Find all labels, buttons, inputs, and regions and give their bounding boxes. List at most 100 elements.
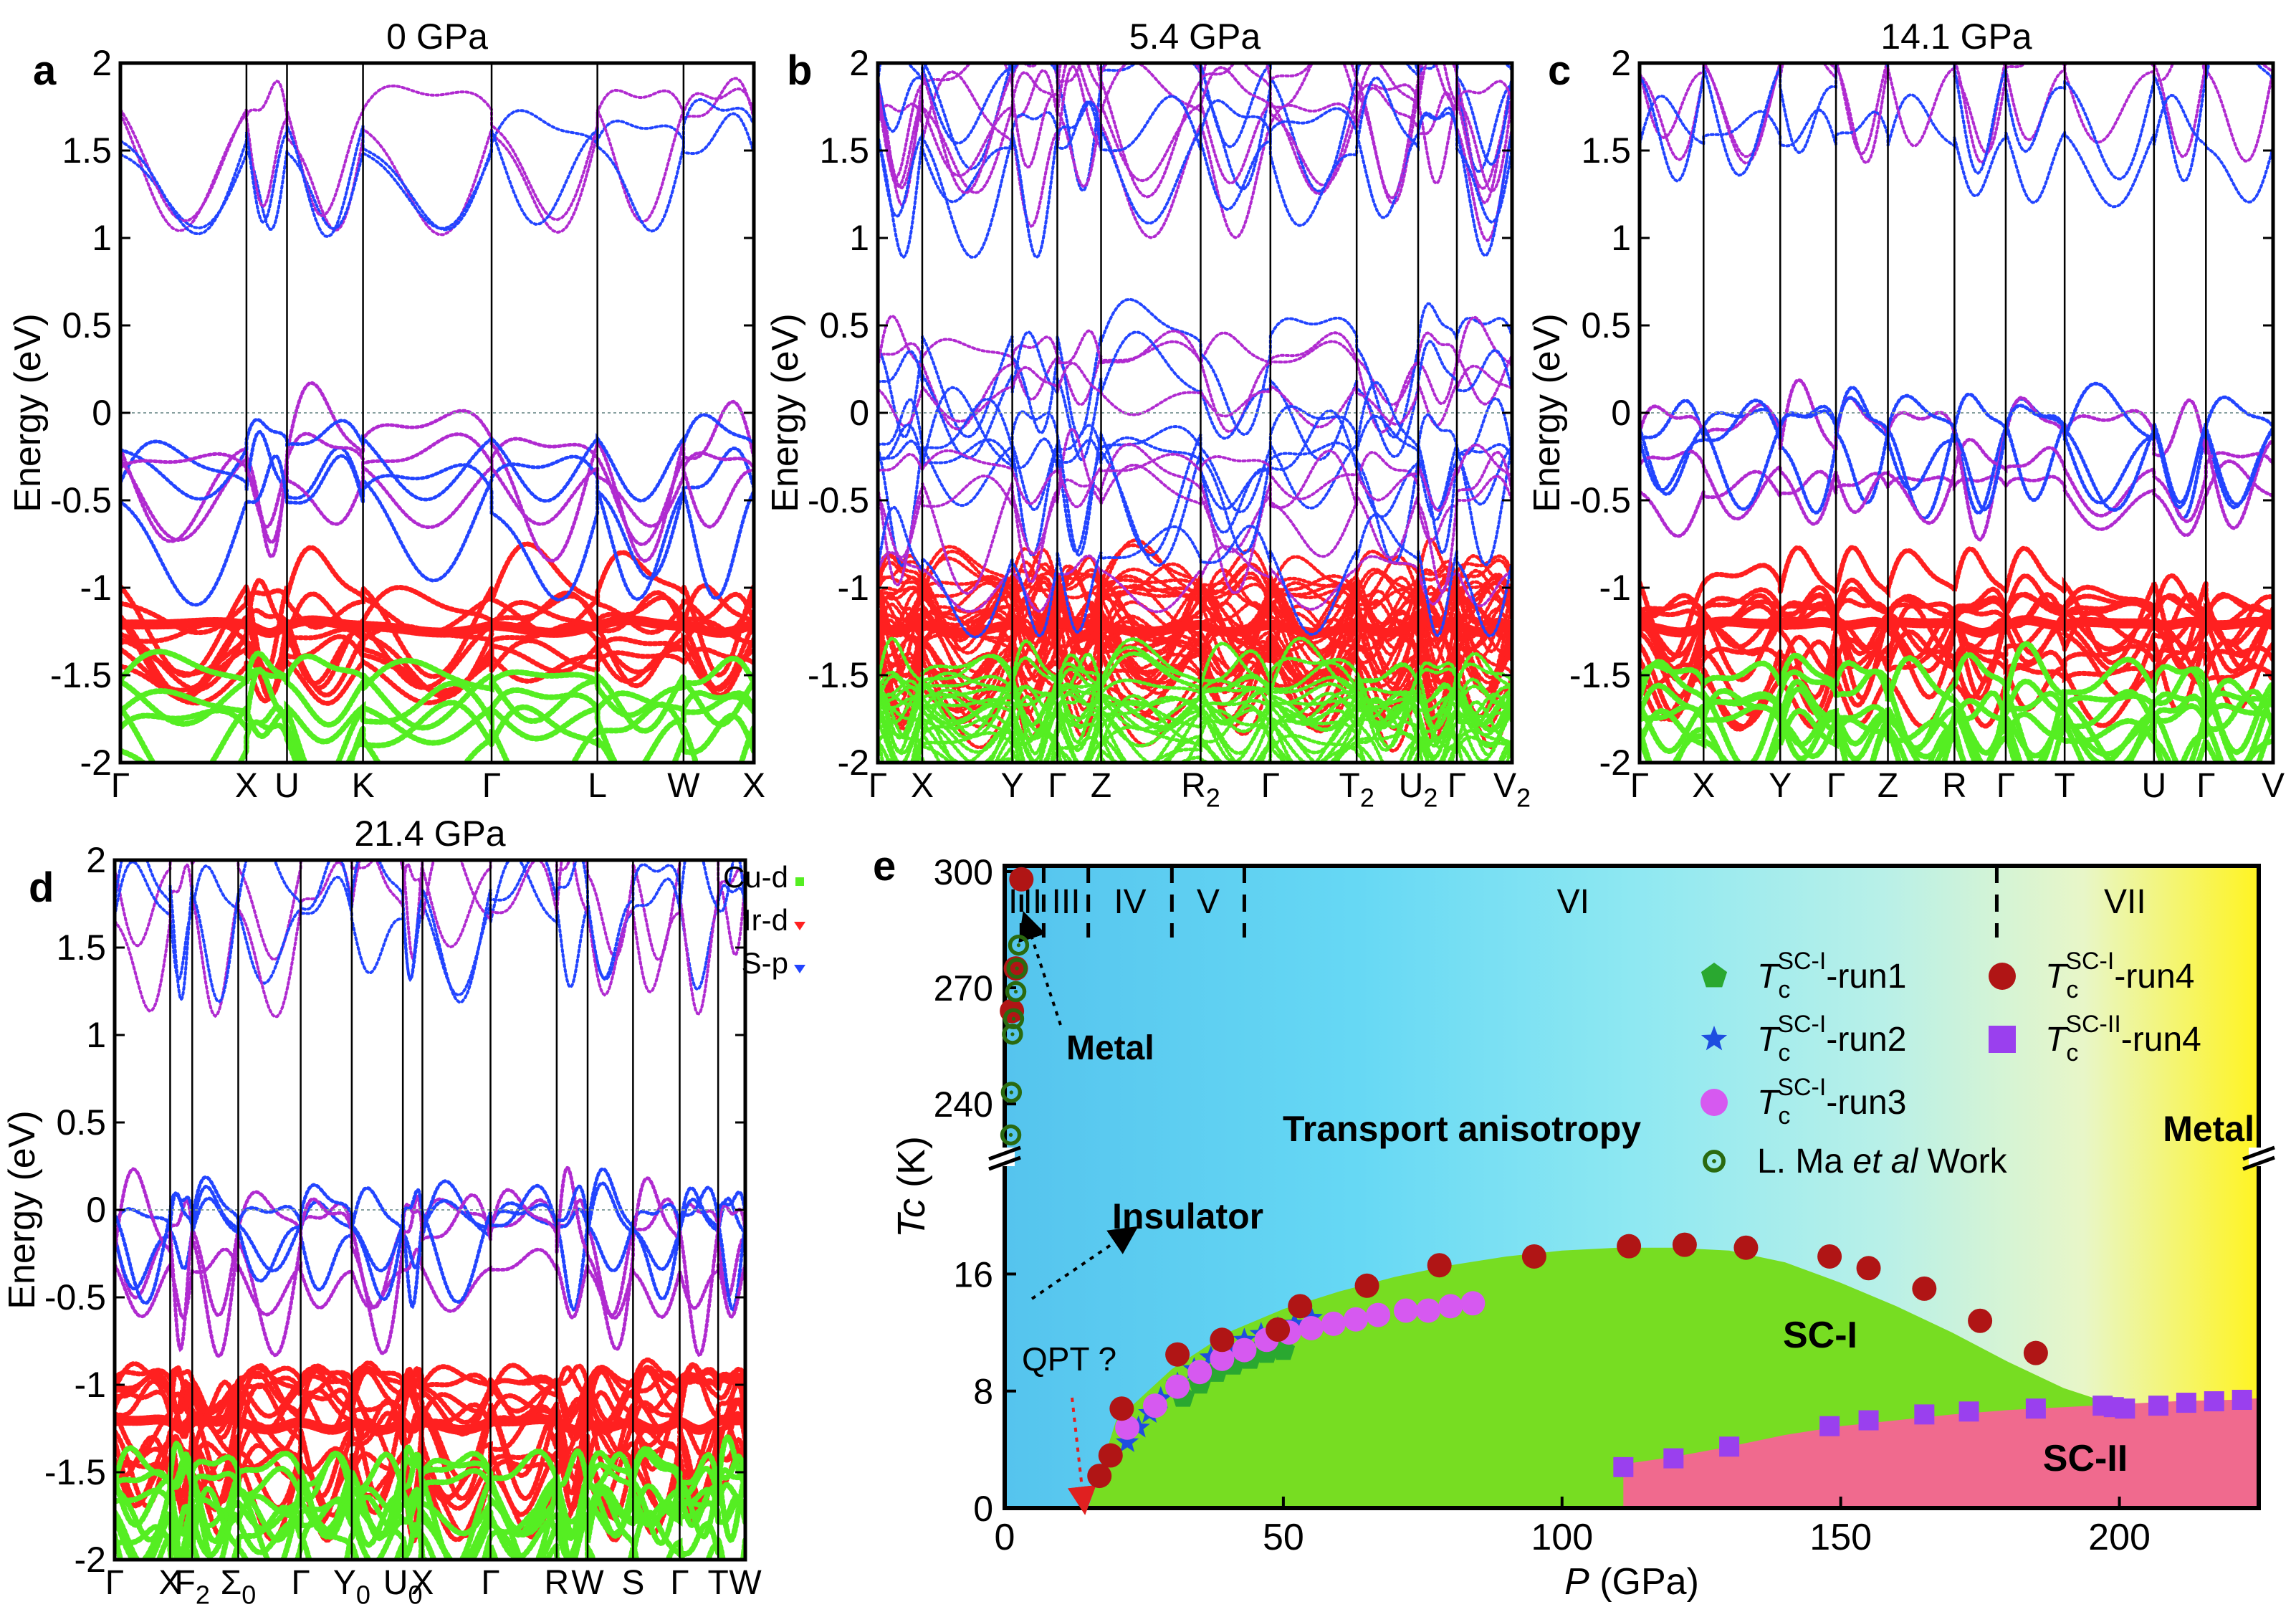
kpoint-label: Γ: [1630, 767, 1649, 805]
kpoint-label: Γ: [869, 767, 887, 805]
y-tick-label: -0.5: [1569, 480, 1631, 520]
data-point-l-ma-et-al: [1000, 1082, 1023, 1103]
kpoint-label: X: [911, 767, 934, 805]
y-tick-label: -1.5: [808, 655, 869, 695]
phase-label: VII: [2104, 883, 2146, 921]
data-point-run3: [1321, 1311, 1346, 1336]
kpoint-label: Σ0: [221, 1564, 257, 1609]
panel-label: e: [873, 843, 896, 890]
y-tick-label: -1: [80, 568, 112, 608]
conduction-band: [120, 97, 754, 239]
data-point-run4-sc-ii: [1719, 1436, 1740, 1457]
kpoint-label: W: [571, 1564, 604, 1602]
data-point-run3: [1298, 1315, 1324, 1340]
band-lines-a: [120, 77, 754, 763]
data-point-run4-sc-i: [1288, 1294, 1313, 1319]
data-point-run3: [1394, 1298, 1418, 1323]
y-tick-label: -1: [838, 568, 869, 608]
panel-label: d: [29, 864, 54, 911]
y-tick-label: 0.5: [56, 1102, 106, 1143]
y-tick-label: -2: [75, 1540, 106, 1580]
kpoint-label: Y: [1001, 767, 1024, 805]
kpoint-label: Γ: [105, 1564, 124, 1602]
data-point-run3: [1344, 1307, 1368, 1332]
cu-d-band: [120, 687, 754, 746]
kpoint-label: W: [667, 767, 700, 805]
y-tick-label: 0: [973, 1489, 993, 1529]
kpoint-label: K: [352, 767, 375, 805]
y-tick-label: 1: [86, 1015, 106, 1055]
annotation-metal-right: Metal: [2163, 1109, 2254, 1149]
annotation-metal-top: Metal: [1066, 1029, 1154, 1067]
kpoint-label: X: [158, 1564, 181, 1602]
data-point-run4-sc-i: [1521, 1244, 1546, 1269]
x-tick-label: 150: [1809, 1517, 1872, 1558]
data-points: [1000, 867, 2252, 1489]
y-tick-label: 1.5: [819, 130, 869, 171]
y-tick-label: 0: [86, 1190, 106, 1230]
data-point-run4-sc-i: [1912, 1276, 1937, 1301]
y-tick-label: 8: [973, 1372, 993, 1412]
y-tick-label: -2: [838, 743, 869, 783]
kpoint-label: Γ: [111, 767, 130, 805]
kpoint-label: Γ: [1261, 767, 1280, 805]
data-point-l-ma-et-al: [1000, 1124, 1022, 1146]
legend-label-s-p: S-p: [742, 946, 788, 980]
legend-marker: [1701, 1026, 1728, 1051]
data-point-run4-sc-i: [1672, 1232, 1697, 1257]
data-point-run3: [1115, 1415, 1140, 1440]
data-point-run4-sc-ii: [2204, 1391, 2224, 1412]
cu-d-band: [120, 666, 754, 763]
kpoint-label: V2: [1493, 767, 1531, 812]
kpoint-label: U: [274, 767, 300, 805]
kpoint-label: Γ: [670, 1564, 689, 1602]
kpoint-label: Y: [1769, 767, 1792, 805]
ir-d-band: [120, 615, 754, 638]
axis-break-mark: [988, 1155, 1021, 1171]
kpoint-label: T2: [1339, 767, 1374, 812]
kpoint-label: T: [707, 1564, 728, 1602]
kpoint-label: Y0: [333, 1564, 370, 1609]
y-axis-label: Energy (eV): [1, 1110, 43, 1309]
annotation-sc-ii: SC-II: [2043, 1438, 2128, 1479]
kpoint-label: S: [621, 1564, 644, 1602]
band-lines-b: [878, 63, 1512, 763]
y-tick-label: 270: [934, 968, 993, 1008]
kpoint-label: R: [1942, 767, 1967, 805]
y-tick-label: 1: [92, 218, 112, 258]
legend-marker: [794, 965, 805, 973]
legend-label: TcSC-I-run2: [1757, 1011, 1906, 1067]
annotation-insulator: Insulator: [1112, 1196, 1263, 1236]
data-point-run4-sc-i: [1354, 1273, 1379, 1298]
panel-label: c: [1548, 47, 1571, 94]
data-point-run4-sc-i: [1109, 1396, 1134, 1421]
y-tick-label: -1.5: [1569, 655, 1631, 695]
kpoint-label: U2: [1399, 767, 1438, 812]
kpoint-label: Γ: [2196, 767, 2215, 805]
kpoint-label: U0: [383, 1564, 423, 1609]
data-point-run4-sc-ii: [2148, 1396, 2168, 1416]
y-axis-label: Energy (eV): [1526, 313, 1568, 512]
data-point-run4-sc-ii: [1858, 1410, 1879, 1431]
arrow-qpt: [1067, 1397, 1096, 1515]
panel-title: 0 GPa: [386, 16, 488, 57]
legend-marker: [1989, 963, 2016, 990]
panel-e-legend: TcSC-I-run1 TcSC-I-run2 TcSC-I-run3 L. Ma e…: [1701, 948, 2201, 1181]
y-tick-label: -1: [1599, 568, 1631, 608]
conduction-band: [878, 65, 1512, 242]
y-tick-label: 2: [849, 43, 869, 83]
y-tick-label: 300: [934, 852, 993, 892]
plot-frame: [1003, 864, 2261, 1510]
data-point-run4-sc-ii: [2232, 1389, 2252, 1410]
data-point-run4-sc-i-upper: [1009, 867, 1034, 892]
y-tick-label: -0.5: [44, 1277, 106, 1317]
x-tick-label: 200: [2088, 1517, 2151, 1558]
data-point-run3: [1416, 1298, 1441, 1323]
cu-d-band: [120, 657, 754, 728]
y-tick-label: 0.5: [819, 305, 869, 345]
y-tick-label: 0: [1611, 393, 1631, 433]
sp-band: [1640, 396, 2273, 512]
